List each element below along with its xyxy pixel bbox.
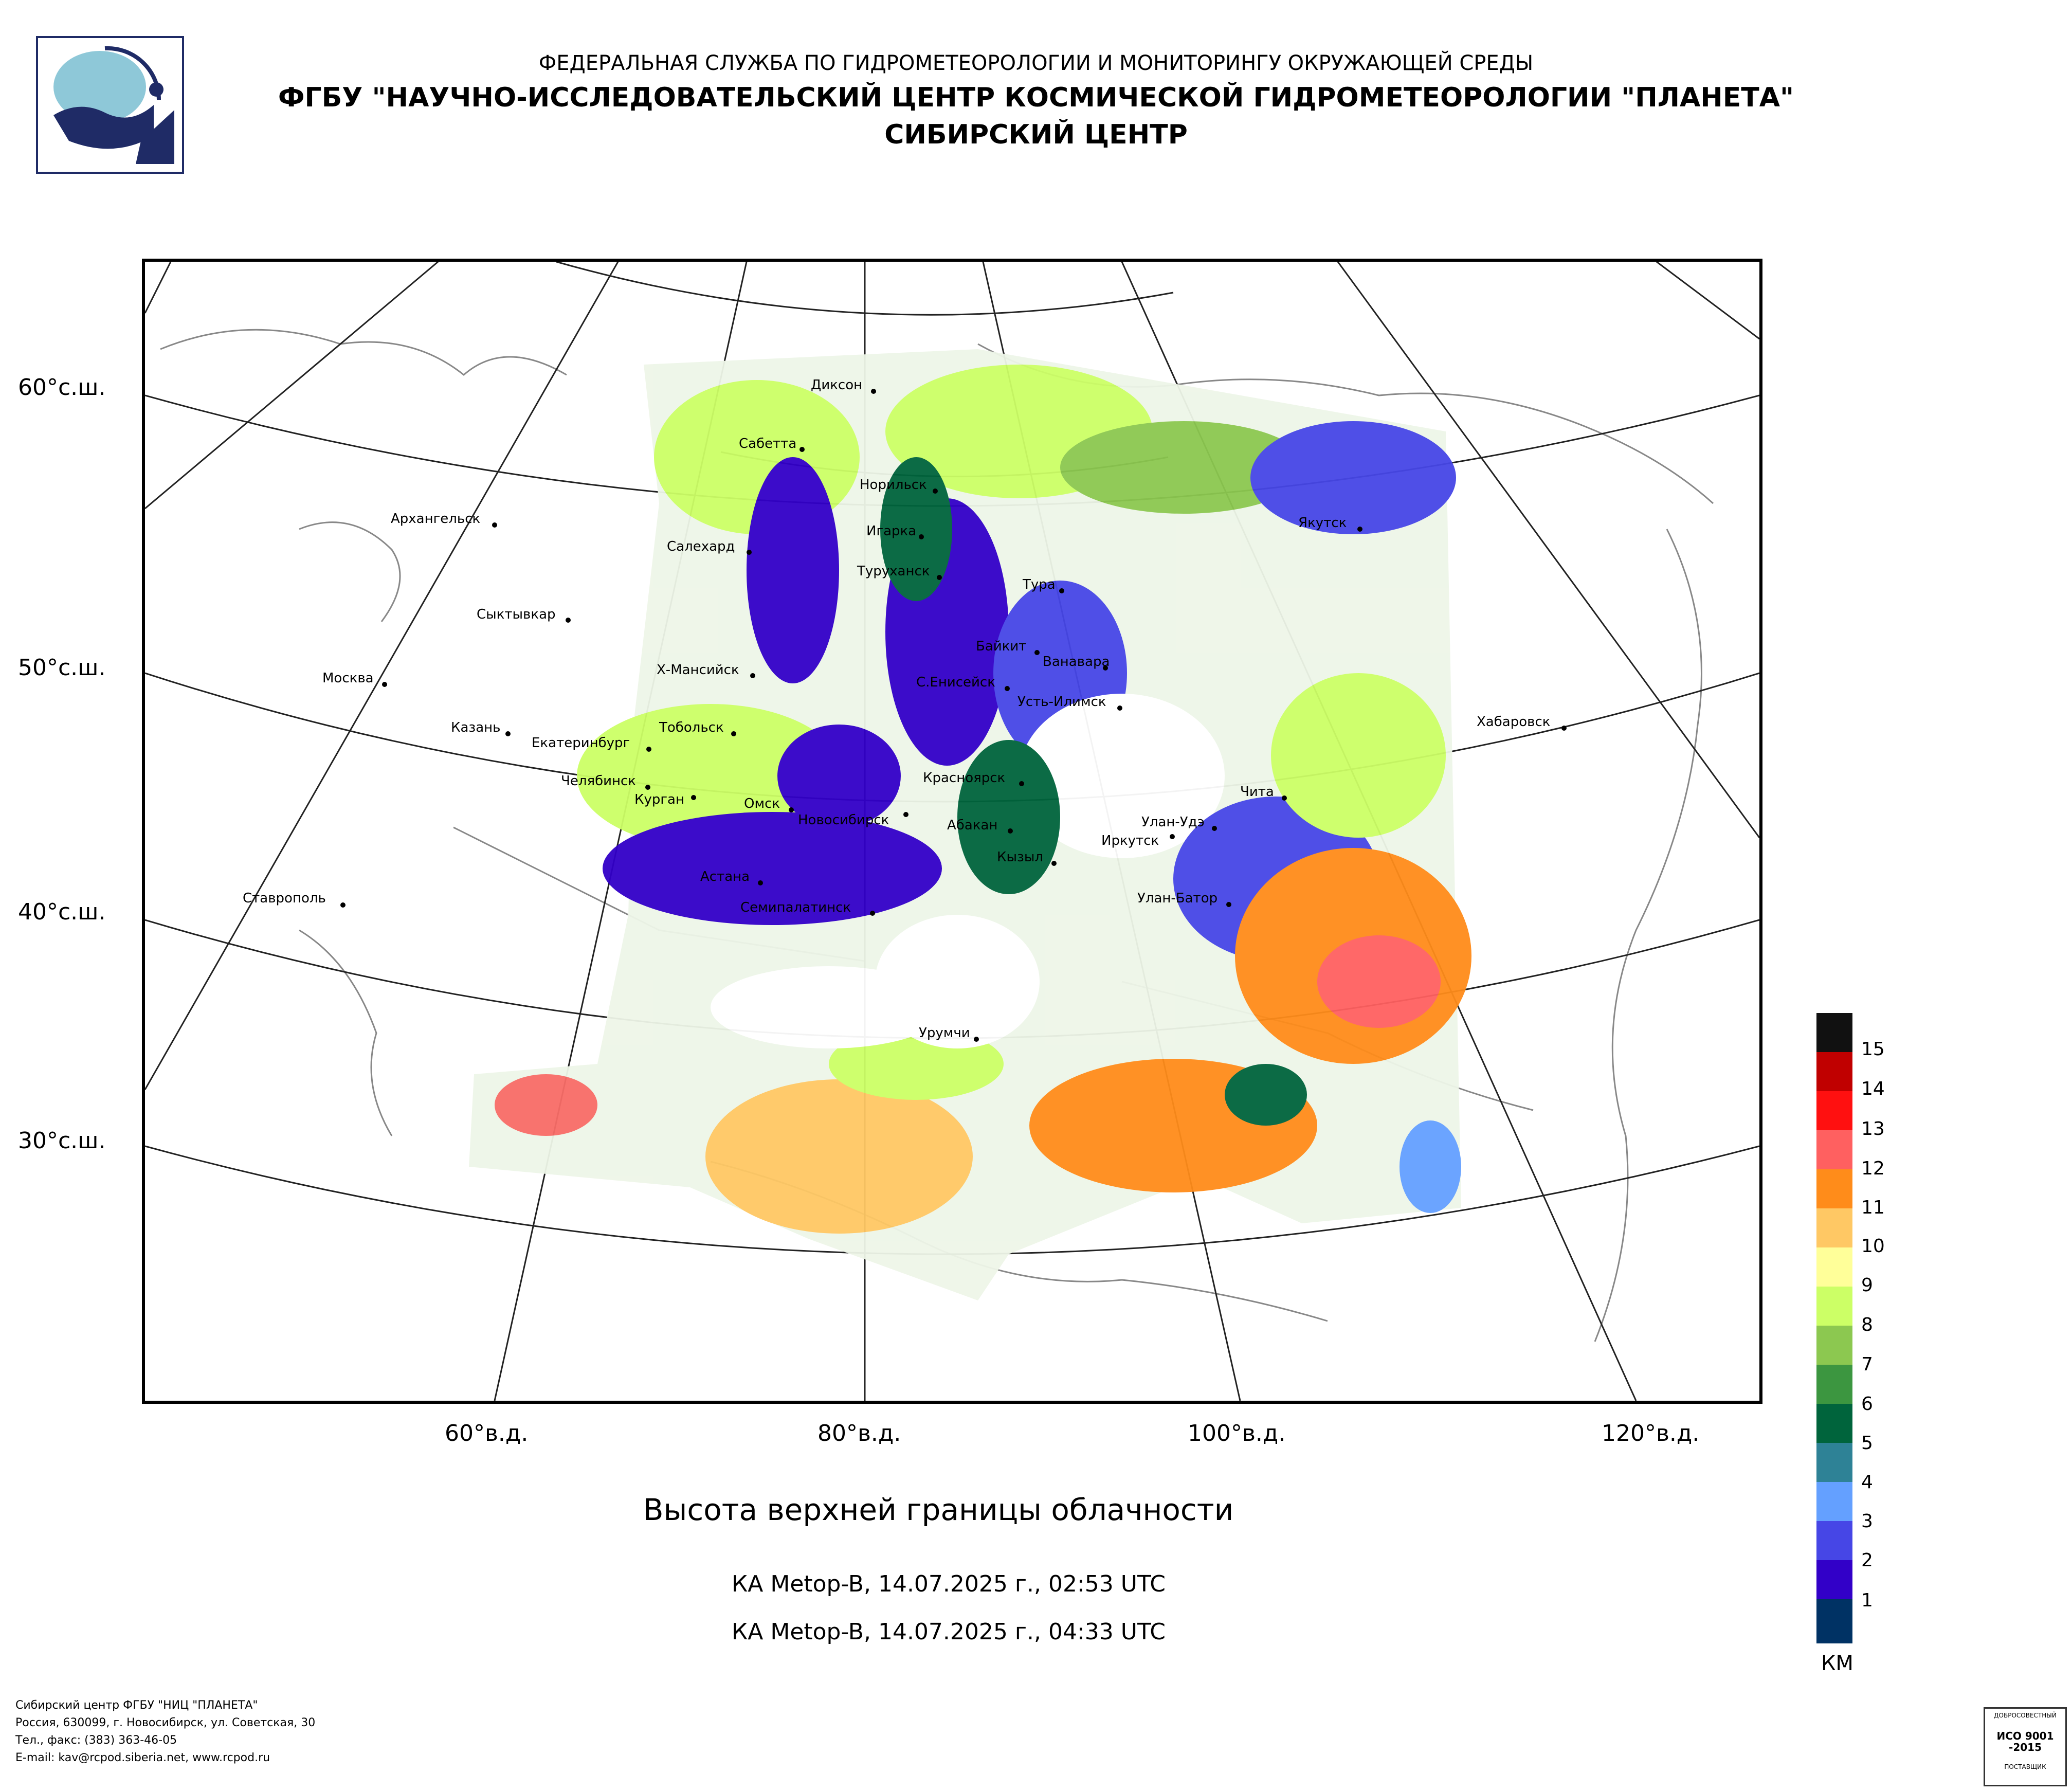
city-label: Ванавара <box>1043 654 1110 670</box>
city-label: Кызыл <box>997 849 1043 865</box>
footer-line: E-mail: kav@rcpod.siberia.net, www.rcpod… <box>15 1751 270 1764</box>
legend-swatch <box>1816 1247 1852 1287</box>
lon-label-120: 120°в.д. <box>1602 1420 1700 1446</box>
city-label: Семипалатинск <box>740 900 851 915</box>
city-label: Тура <box>1022 577 1056 592</box>
lat-label-40: 40°с.ш. <box>18 899 106 925</box>
city-label: Омск <box>744 796 780 811</box>
legend-swatch <box>1816 1287 1852 1326</box>
legend-label: 2 <box>1861 1550 1873 1571</box>
city-label: Улан-Батор <box>1137 891 1217 906</box>
legend-swatch <box>1816 1130 1852 1169</box>
footer-line: Тел., факс: (383) 363-46-05 <box>15 1734 177 1747</box>
map-title: Высота верхней границы облачности <box>643 1492 1234 1527</box>
legend-swatch <box>1816 1326 1852 1365</box>
city-label: Новосибирск <box>798 812 889 828</box>
legend-swatch <box>1816 1482 1852 1521</box>
header-organization: ФЕДЕРАЛЬНАЯ СЛУЖБА ПО ГИДРОМЕТЕОРОЛОГИИ … <box>538 51 1534 75</box>
city-label: Челябинск <box>561 773 636 789</box>
city-label: Диксон <box>811 377 862 393</box>
city-label: Урумчи <box>919 1025 970 1041</box>
legend-label: 1 <box>1861 1590 1873 1611</box>
city-label: Курган <box>634 792 684 807</box>
city-label: Х-Мансийск <box>657 662 739 678</box>
lon-label-60: 60°в.д. <box>445 1420 529 1446</box>
city-label: С.Енисейск <box>916 675 995 690</box>
legend-label: 13 <box>1861 1118 1885 1139</box>
city-label: Красноярск <box>923 770 1005 786</box>
city-label: Сыктывкар <box>477 607 556 622</box>
city-label: Усть-Илимск <box>1017 694 1106 710</box>
legend-label: 15 <box>1861 1039 1885 1060</box>
lon-label-100: 100°в.д. <box>1188 1420 1286 1446</box>
city-label: Салехард <box>667 539 735 554</box>
legend-label: 5 <box>1861 1433 1873 1454</box>
legend-swatch <box>1816 1208 1852 1247</box>
cloud-imagery <box>469 349 1471 1300</box>
footer-line: Сибирский центр ФГБУ "НИЦ "ПЛАНЕТА" <box>15 1699 258 1712</box>
certificate-mark: ИСО 9001 -2015 <box>1996 1730 2054 1753</box>
certificate-bottom: ПОСТАВЩИК <box>2004 1763 2046 1770</box>
city-label: Тобольск <box>659 720 724 735</box>
legend-swatch <box>1816 1443 1852 1482</box>
legend-label: 3 <box>1861 1511 1873 1532</box>
legend-label: 14 <box>1861 1078 1885 1099</box>
city-label: Норильск <box>860 477 927 493</box>
footer-line: Россия, 630099, г. Новосибирск, ул. Сове… <box>15 1716 316 1729</box>
city-label: Абакан <box>947 818 997 833</box>
satellite-pass-2: КА Metop-B, 14.07.2025 г., 04:33 UTC <box>732 1619 1166 1645</box>
legend-swatch <box>1816 1599 1852 1643</box>
satellite-pass-1: КА Metop-B, 14.07.2025 г., 02:53 UTC <box>732 1571 1166 1597</box>
city-label: Казань <box>451 720 500 735</box>
footer-contacts: Сибирский центр ФГБУ "НИЦ "ПЛАНЕТА" Росс… <box>15 1697 315 1767</box>
planeta-logo <box>36 36 184 174</box>
lon-label-80: 80°в.д. <box>817 1420 901 1446</box>
city-label: Москва <box>322 671 374 686</box>
city-label: Улан-Удэ <box>1141 815 1205 830</box>
legend-label: 4 <box>1861 1472 1873 1493</box>
city-label: Астана <box>700 869 750 884</box>
legend-label: 9 <box>1861 1275 1873 1296</box>
city-label: Чита <box>1240 784 1274 800</box>
legend-label: 7 <box>1861 1354 1873 1375</box>
legend-swatch <box>1816 1091 1852 1130</box>
city-label: Хабаровск <box>1477 714 1550 730</box>
city-label: Якутск <box>1298 515 1347 531</box>
city-label: Сабетта <box>739 436 796 451</box>
city-label: Ставрополь <box>243 891 326 906</box>
lat-label-60: 60°с.ш. <box>18 374 106 401</box>
city-label: Архангельск <box>391 511 480 527</box>
legend-swatch <box>1816 1013 1852 1052</box>
legend-swatch <box>1816 1365 1852 1404</box>
certificate-badge: ДОБРОСОВЕСТНЫЙ ИСО 9001 -2015 ПОСТАВЩИК <box>1984 1707 2067 1786</box>
legend-label: 10 <box>1861 1236 1885 1257</box>
legend-label: 6 <box>1861 1394 1873 1415</box>
legend-swatch <box>1816 1560 1852 1599</box>
legend-label: 8 <box>1861 1314 1873 1335</box>
legend-swatch <box>1816 1521 1852 1560</box>
lat-label-50: 50°с.ш. <box>18 655 106 681</box>
legend-swatch <box>1816 1404 1852 1443</box>
city-markers: Диксон Сабетта Норильск Архангельск Игар… <box>243 377 1567 1042</box>
legend-swatch <box>1816 1052 1852 1091</box>
lat-label-30: 30°с.ш. <box>18 1128 106 1154</box>
legend-units: КМ <box>1821 1652 1853 1675</box>
city-label: Байкит <box>976 639 1026 654</box>
certificate-top: ДОБРОСОВЕСТНЫЙ <box>1994 1712 2057 1719</box>
header-center: СИБИРСКИЙ ЦЕНТР <box>884 119 1188 150</box>
city-label: Туруханск <box>857 564 930 579</box>
legend-swatch <box>1816 1169 1852 1208</box>
legend-label: 12 <box>1861 1158 1885 1179</box>
cloud-top-height-map: Диксон Сабетта Норильск Архангельск Игар… <box>142 259 1762 1404</box>
city-label: Иркутск <box>1101 833 1159 848</box>
legend-label: 11 <box>1861 1197 1885 1218</box>
header-institute: ФГБУ "НАУЧНО-ИССЛЕДОВАТЕЛЬСКИЙ ЦЕНТР КОС… <box>278 82 1794 113</box>
city-label: Игарка <box>866 523 916 539</box>
height-legend <box>1816 1013 1852 1643</box>
city-label: Екатеринбург <box>532 735 630 751</box>
